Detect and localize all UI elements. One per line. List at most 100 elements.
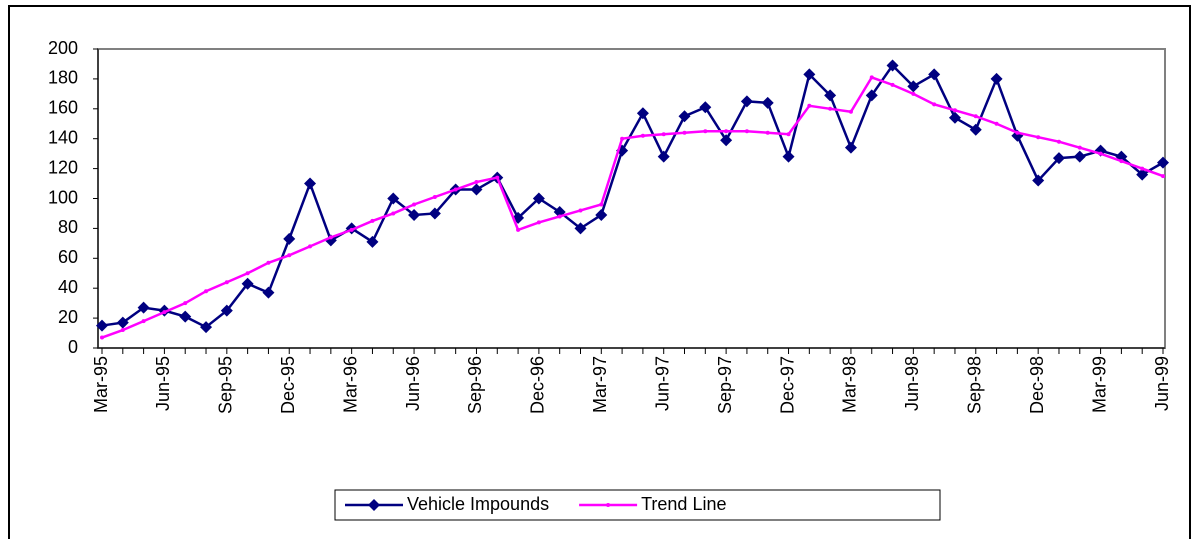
y-tick-label: 160 [48,98,78,118]
data-point [765,130,770,135]
data-point [994,121,999,126]
x-tick-label: Dec-96 [528,356,548,414]
data-point [266,260,271,265]
legend-box [334,489,941,521]
data-point [620,136,625,141]
data-point [308,244,313,249]
data-point [120,328,125,333]
data-point [495,175,500,180]
data-point [848,109,853,114]
x-tick-label: Mar-98 [840,356,860,413]
y-tick-label: 80 [58,217,78,237]
data-point [1056,139,1061,144]
data-point [1098,151,1103,156]
x-tick-label: Mar-97 [590,356,610,413]
data-point [557,214,562,219]
data-point [1073,150,1086,163]
x-tick-label: Jun-97 [652,356,672,411]
data-point [740,95,753,108]
data-point [928,68,941,81]
y-tick-label: 60 [58,247,78,267]
data-point [1136,168,1149,181]
x-tick-label: Jun-98 [902,356,922,411]
x-tick-label: Mar-99 [1089,356,1109,413]
x-tick-label: Sep-96 [465,356,485,414]
data-point [973,114,978,119]
data-point [599,202,604,207]
data-point [391,211,396,216]
data-point [412,202,417,207]
y-tick-label: 40 [58,277,78,297]
data-point [453,187,458,192]
data-point [283,232,296,245]
data-point [828,106,833,111]
data-point [241,277,254,290]
data-point [969,123,982,136]
x-tick-label: Sep-95 [216,356,236,414]
data-point [387,192,400,205]
data-point [179,310,192,323]
x-tick-label: Jun-96 [403,356,423,411]
data-point [595,208,608,221]
data-point [661,132,666,137]
data-point [952,108,957,113]
x-tick-label: Dec-98 [1027,356,1047,414]
data-point [137,301,150,314]
data-point [990,72,1003,85]
data-point [682,130,687,135]
data-point [824,89,837,102]
data-point [890,82,895,87]
data-point [428,207,441,220]
legend-label: Trend Line [641,494,726,514]
x-tick-label: Dec-95 [278,356,298,414]
data-point [703,129,708,134]
data-point [287,253,292,258]
data-point [699,101,712,114]
data-point [204,289,209,294]
y-tick-label: 200 [48,38,78,58]
data-point [657,150,670,163]
data-point [807,103,812,108]
data-point [366,235,379,248]
series-line [101,63,1164,329]
x-tick-label: Jun-95 [153,356,173,411]
data-point [911,91,916,96]
data-point [803,68,816,81]
data-point [370,218,375,223]
data-point [100,335,104,340]
legend-marker [606,503,611,507]
series-line [101,75,1164,339]
x-tick-label: Sep-97 [715,356,735,414]
data-point [245,271,250,276]
data-point [536,220,541,225]
data-point [574,222,587,235]
data-point [96,319,108,332]
data-point [1032,174,1045,187]
plot-area [97,48,1166,349]
x-tick-label: Mar-95 [91,356,111,413]
legend-label: Vehicle Impounds [407,494,549,514]
data-point [220,304,233,317]
y-tick-label: 20 [58,307,78,327]
data-point [761,96,774,109]
data-point [349,227,354,232]
data-point [932,102,937,107]
data-point [948,111,961,124]
data-point [907,80,920,93]
data-point [640,133,645,138]
data-point [162,310,167,315]
data-point [432,195,437,200]
data-point [1077,145,1082,150]
data-point [470,183,483,196]
data-point [782,150,795,163]
y-tick-label: 100 [48,187,78,207]
data-point [200,321,213,334]
data-point [328,235,333,240]
data-point [865,89,878,102]
data-point [116,316,129,329]
y-tick-label: 180 [48,68,78,88]
data-point [724,129,729,134]
data-point [141,319,146,324]
data-point [786,132,791,137]
